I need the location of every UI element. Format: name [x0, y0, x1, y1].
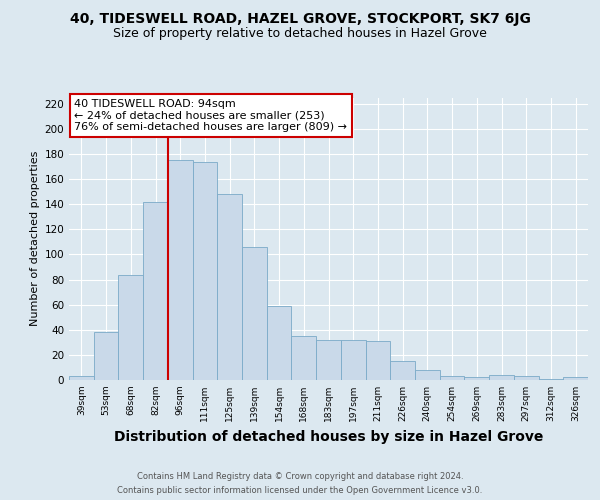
Bar: [217, 194, 242, 380]
Text: Contains public sector information licensed under the Open Government Licence v3: Contains public sector information licen…: [118, 486, 482, 495]
Bar: [267, 306, 292, 380]
Bar: [440, 376, 464, 380]
Bar: [69, 376, 94, 380]
Bar: [563, 378, 588, 380]
Bar: [489, 375, 514, 380]
Bar: [94, 332, 118, 380]
Text: 40, TIDESWELL ROAD, HAZEL GROVE, STOCKPORT, SK7 6JG: 40, TIDESWELL ROAD, HAZEL GROVE, STOCKPO…: [70, 12, 530, 26]
Bar: [242, 247, 267, 380]
Bar: [365, 341, 390, 380]
Bar: [415, 370, 440, 380]
Bar: [514, 376, 539, 380]
Bar: [464, 378, 489, 380]
Bar: [539, 378, 563, 380]
Text: Contains HM Land Registry data © Crown copyright and database right 2024.: Contains HM Land Registry data © Crown c…: [137, 472, 463, 481]
Bar: [143, 202, 168, 380]
Text: Size of property relative to detached houses in Hazel Grove: Size of property relative to detached ho…: [113, 28, 487, 40]
Bar: [316, 340, 341, 380]
Bar: [390, 361, 415, 380]
Bar: [118, 274, 143, 380]
Bar: [292, 336, 316, 380]
Text: 40 TIDESWELL ROAD: 94sqm
← 24% of detached houses are smaller (253)
76% of semi-: 40 TIDESWELL ROAD: 94sqm ← 24% of detach…: [74, 99, 347, 132]
Bar: [341, 340, 365, 380]
Y-axis label: Number of detached properties: Number of detached properties: [30, 151, 40, 326]
Bar: [193, 162, 217, 380]
X-axis label: Distribution of detached houses by size in Hazel Grove: Distribution of detached houses by size …: [114, 430, 543, 444]
Bar: [168, 160, 193, 380]
